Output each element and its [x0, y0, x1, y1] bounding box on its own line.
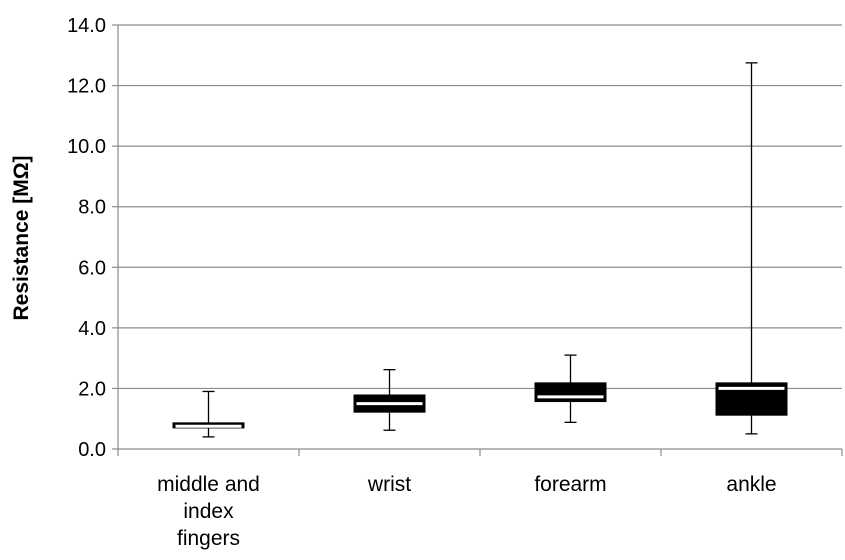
box-item	[353, 369, 426, 431]
y-tick-label: 4.0	[78, 318, 106, 340]
category-label-line: middle and	[157, 473, 260, 496]
y-tick-label: 14.0	[67, 15, 106, 37]
category-label-line: ankle	[726, 473, 776, 496]
y-tick-label: 8.0	[78, 197, 106, 219]
box-item	[172, 390, 245, 438]
category-label-line: index	[183, 500, 234, 523]
category-label: ankle	[726, 473, 776, 496]
category-label-line: forearm	[534, 473, 606, 496]
y-axis-title: Resistance [MΩ]	[10, 155, 33, 320]
y-tick-label: 2.0	[78, 378, 106, 400]
box-iqr	[534, 382, 607, 403]
y-tick-label: 6.0	[78, 257, 106, 279]
boxes	[172, 62, 788, 438]
y-tick-label: 12.0	[67, 76, 106, 98]
category-label: forearm	[534, 473, 606, 496]
axes	[112, 24, 843, 456]
box-item	[534, 354, 607, 423]
y-tick-labels: 0.0 2.0 4.0 6.0 8.0 10.0 12.0 14.0	[67, 15, 106, 461]
category-label-line: wrist	[367, 473, 411, 496]
x-category-labels: middle and index fingers wrist forearm ankle	[157, 473, 776, 550]
y-tick-label: 10.0	[67, 136, 106, 158]
category-label: wrist	[367, 473, 411, 496]
grid-lines	[118, 24, 842, 390]
category-label: middle and index fingers	[157, 473, 260, 550]
category-label-line: fingers	[177, 527, 240, 550]
box-item	[715, 62, 788, 435]
y-tick-label: 0.0	[78, 439, 106, 461]
